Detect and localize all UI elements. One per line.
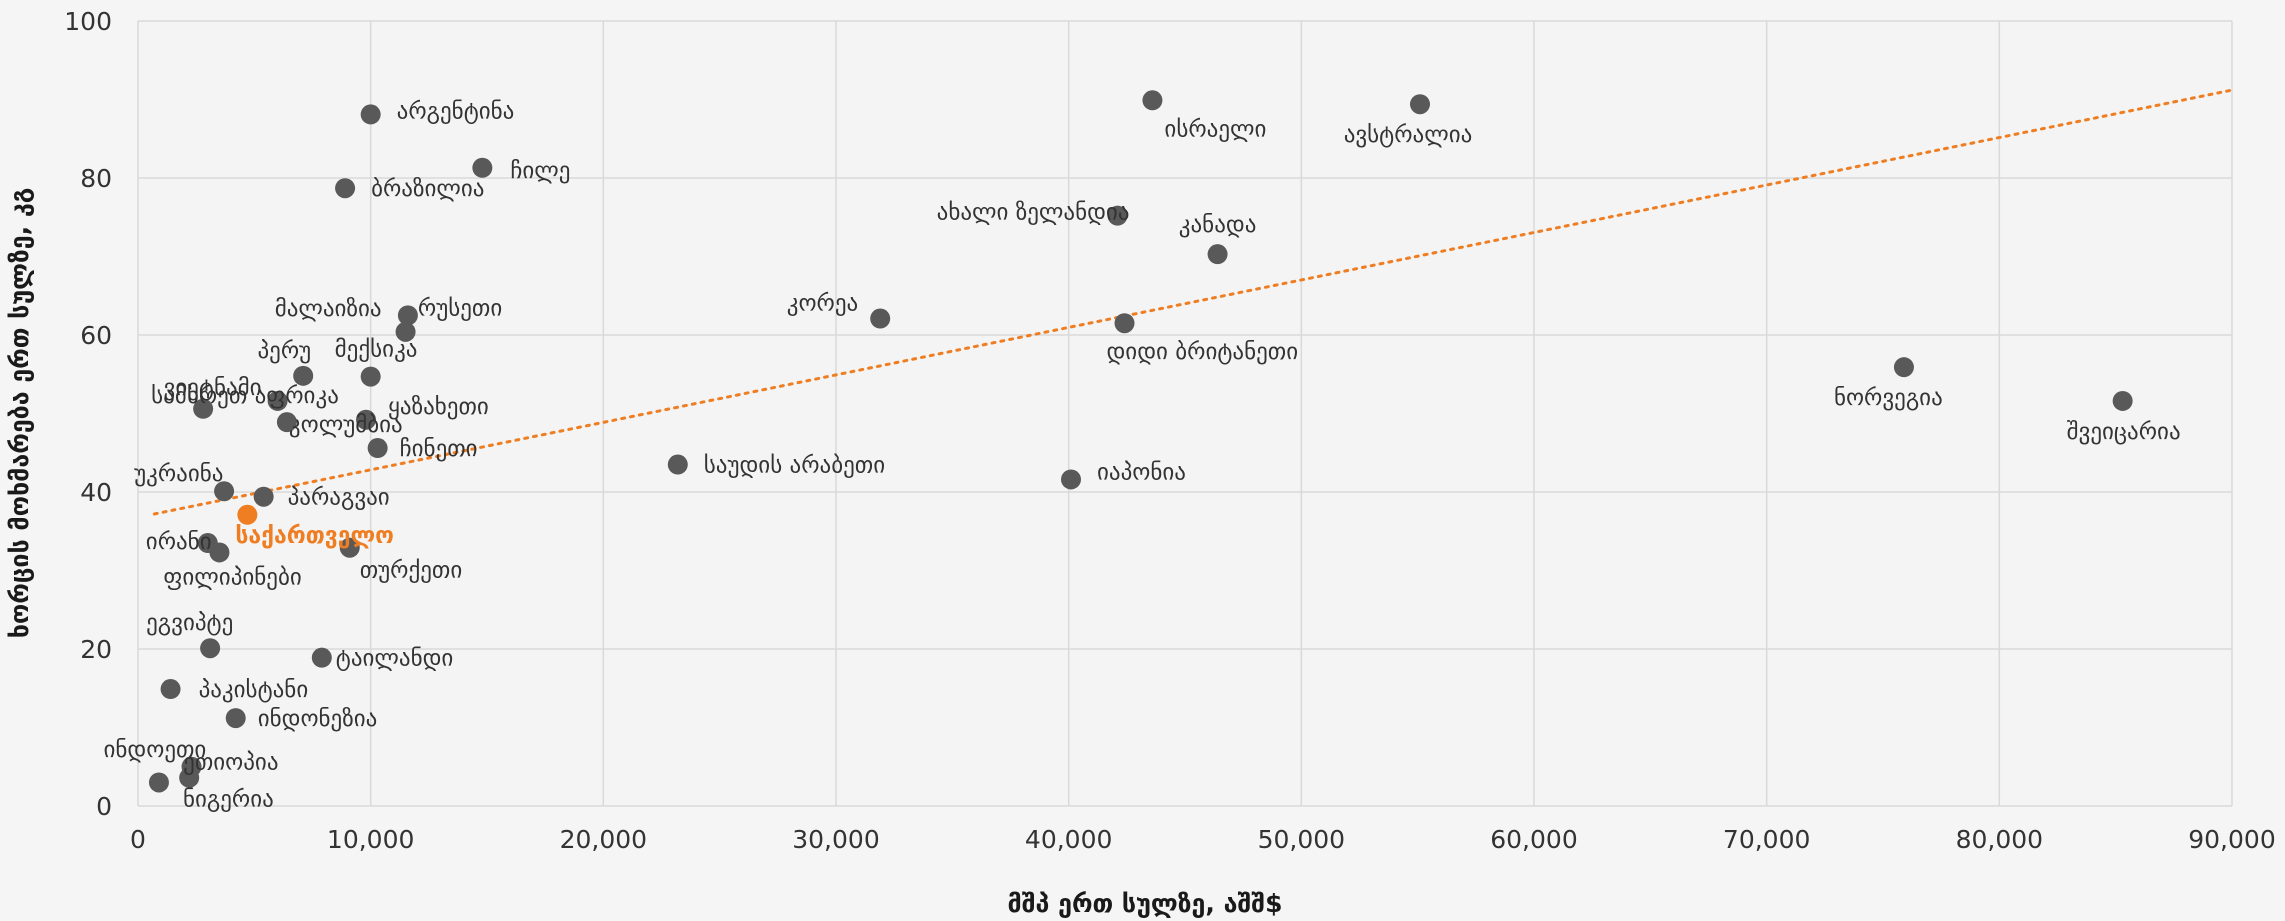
data-label: პაკისტანი <box>199 677 309 703</box>
x-tick-label: 60,000 <box>1490 825 1577 854</box>
data-label: იაპონია <box>1097 459 1186 485</box>
data-point <box>397 305 418 326</box>
y-tick-label: 0 <box>96 792 112 821</box>
data-point <box>293 365 314 386</box>
data-point <box>1893 357 1914 378</box>
data-label: უკრაინა <box>134 461 223 487</box>
data-point <box>148 772 169 793</box>
data-label: ეთიოპია <box>183 750 278 776</box>
data-label: ფილიპინები <box>163 564 301 590</box>
data-label: რუსეთი <box>418 295 502 321</box>
data-point <box>179 767 200 788</box>
data-point <box>339 537 360 558</box>
x-tick-label: 40,000 <box>1025 825 1112 854</box>
data-point <box>335 178 356 199</box>
data-label: ჩილე <box>510 158 570 184</box>
data-label: ტაილანდი <box>336 646 454 672</box>
data-point <box>225 708 246 729</box>
data-point <box>667 454 688 475</box>
data-label: ნორვეგია <box>1834 385 1943 411</box>
data-point <box>1060 469 1081 490</box>
x-axis-title: მშპ ერთ სულზე, აშშ$ <box>1008 889 1283 918</box>
gridlines <box>137 20 2233 807</box>
data-label: ნიგერია <box>183 786 274 812</box>
data-point <box>1142 90 1163 111</box>
y-tick-label: 80 <box>80 164 112 193</box>
data-label: კანადა <box>1179 212 1257 238</box>
y-tick-label: 20 <box>80 635 112 664</box>
data-label: პერუ <box>258 338 312 364</box>
x-tick-label: 0 <box>130 825 146 854</box>
data-label: არგენტინა <box>397 98 515 124</box>
data-point <box>200 638 221 659</box>
x-axis-ticks: 0 10,000 20,000 30,000 40,000 50,000 60,000 70,… <box>130 825 2276 854</box>
data-label: ჩინეთი <box>400 436 478 462</box>
data-point <box>193 398 214 419</box>
data-label: დიდი ბრიტანეთი <box>1107 339 1299 365</box>
data-point <box>395 321 416 342</box>
data-point <box>214 481 235 502</box>
data-point <box>237 504 258 525</box>
x-tick-label: 80,000 <box>1956 825 2043 854</box>
data-point <box>1107 205 1128 226</box>
y-axis-ticks: 0 20 40 60 80 100 <box>64 7 112 821</box>
data-label: შვეიცარია <box>2067 419 2181 445</box>
data-point <box>311 647 332 668</box>
x-tick-label: 10,000 <box>327 825 414 854</box>
data-label: ავსტრალია <box>1344 122 1473 148</box>
y-tick-label: 100 <box>64 7 112 36</box>
data-point <box>472 157 493 178</box>
data-label: საქართველო <box>235 523 394 549</box>
data-point <box>209 542 230 563</box>
plot-area <box>138 21 2232 806</box>
data-point <box>1409 94 1430 115</box>
data-label: ყაზახეთი <box>388 394 489 420</box>
point-labels: არგენტინა ჩილე ბრაზილია ისრაელი ავსტრალია ახა… <box>104 98 2181 812</box>
data-label: თურქეთი <box>360 558 463 584</box>
data-point <box>356 409 377 430</box>
x-tick-label: 30,000 <box>792 825 879 854</box>
data-label: მექსიკა <box>335 337 418 363</box>
data-label: ბრაზილია <box>371 176 484 202</box>
data-point <box>2112 390 2133 411</box>
y-tick-label: 40 <box>80 478 112 507</box>
data-label: საუდის არაბეთი <box>704 453 885 479</box>
data-label: ირანი <box>146 529 212 555</box>
data-point <box>1207 244 1228 265</box>
trendline <box>152 88 2234 516</box>
data-points <box>148 90 2133 793</box>
x-tick-label: 20,000 <box>560 825 647 854</box>
data-point <box>253 486 274 507</box>
data-label: პარაგვაი <box>288 485 390 511</box>
data-point <box>267 390 288 411</box>
data-point <box>360 104 381 125</box>
data-label: ახალი ზელანდია <box>937 200 1130 226</box>
data-label: ინდონეზია <box>258 706 378 732</box>
data-point <box>870 308 891 329</box>
data-point <box>1114 313 1135 334</box>
data-label: კოლუმბია <box>289 412 403 438</box>
data-point <box>276 412 297 433</box>
data-label: ვიეტნამი <box>164 375 262 401</box>
data-label: ეგვიპტე <box>146 610 233 636</box>
data-label: კორეა <box>787 291 858 317</box>
x-tick-label: 90,000 <box>2188 825 2275 854</box>
data-label: ინდოეთი <box>104 737 207 763</box>
x-tick-label: 50,000 <box>1258 825 1345 854</box>
data-point <box>160 679 181 700</box>
y-tick-label: 60 <box>80 321 112 350</box>
data-point <box>367 438 388 459</box>
y-axis-title: ხორცის მოხმარება ერთ სულზე, კგ <box>5 188 34 639</box>
data-label: მალაიზია <box>275 296 382 322</box>
x-tick-label: 70,000 <box>1723 825 1810 854</box>
data-label: სამხრეთ აფრიკა <box>151 383 339 409</box>
data-label: ისრაელი <box>1164 116 1266 142</box>
data-point <box>360 366 381 387</box>
